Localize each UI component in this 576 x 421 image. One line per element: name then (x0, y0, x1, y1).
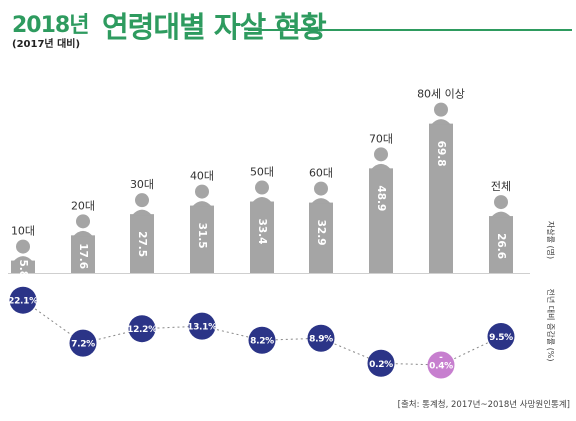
bar-head (314, 181, 328, 196)
change-value-label: 9.5% (489, 333, 513, 343)
bar (130, 214, 154, 273)
header: 2018년 (2017년 대비) 연령대별 자살 현황 (0, 0, 576, 60)
category-label: 60대 (309, 167, 333, 180)
bar-value-label: 48.9 (375, 185, 387, 211)
change-value-label: 7.2% (71, 340, 95, 350)
comparison-subtitle: (2017년 대비) (12, 39, 81, 50)
source-note: [출처: 통계청, 2017년~2018년 사망원인통계] (397, 400, 570, 410)
bar-value-label: 26.6 (495, 233, 507, 259)
change-value-label: 8.2% (250, 337, 274, 347)
category-label: 전체 (491, 180, 511, 193)
bar-head (16, 239, 30, 254)
bar-shoulders (252, 197, 272, 203)
bar-shoulders (431, 119, 451, 125)
bar-shoulders (73, 230, 93, 237)
change-point (248, 326, 276, 354)
bar-value-label: 17.6 (77, 243, 89, 269)
change-axis-label: 전년 대비 증감률 (%) (546, 289, 556, 362)
bar-shoulders (192, 201, 212, 207)
change-value-label: 0.4% (429, 362, 453, 372)
bar-shoulders (491, 211, 511, 218)
main-title: 연령대별 자살 현황 (102, 10, 327, 44)
change-point (307, 324, 335, 352)
change-point (487, 322, 515, 350)
bar-shoulders (311, 198, 331, 204)
bar (429, 123, 453, 274)
category-label: 20대 (71, 199, 95, 212)
bar (369, 168, 393, 273)
bar-shoulders (13, 256, 33, 262)
bar-head (76, 214, 90, 229)
category-label: 40대 (190, 170, 214, 183)
change-point (69, 329, 97, 357)
bar-value-label: 32.9 (315, 220, 327, 246)
category-label: 50대 (250, 166, 274, 179)
change-point (427, 351, 455, 379)
change-point (188, 312, 216, 340)
change-point (367, 349, 395, 377)
category-label: 80세 이상 (417, 88, 465, 101)
bar (309, 202, 333, 273)
bar-shoulders (132, 209, 152, 216)
bar-value-label: 27.5 (136, 231, 148, 257)
category-label: 70대 (369, 132, 393, 145)
title-rule (248, 29, 572, 31)
bar-value-label: 5.8 (17, 259, 29, 278)
bar (489, 216, 513, 273)
category-label: 30대 (130, 178, 154, 191)
bar-shoulders (371, 163, 391, 170)
bar-head (255, 180, 269, 195)
bar (250, 201, 274, 273)
bar-value-label: 69.8 (435, 141, 447, 167)
bar-head (135, 193, 149, 208)
bar (71, 235, 95, 273)
change-value-label: 13.1% (187, 323, 217, 333)
category-label: 10대 (11, 225, 35, 238)
change-point (128, 315, 156, 343)
bar-head (494, 195, 508, 210)
bar-head (374, 147, 388, 162)
bar (190, 205, 214, 273)
year-title: 2018년 (12, 13, 89, 38)
bar-value-label: 31.5 (196, 223, 208, 249)
rate-axis-label: 자살률 (명) (546, 221, 556, 259)
change-value-label: 12.2% (127, 325, 157, 335)
change-value-label: 22.1% (8, 297, 38, 307)
change-value-label: 8.9% (309, 335, 333, 345)
bar-value-label: 33.4 (256, 219, 268, 245)
negative-marker: - (439, 353, 443, 363)
bar-head (195, 184, 209, 199)
change-point (9, 286, 37, 314)
bar (11, 260, 35, 273)
bar-head (434, 102, 448, 117)
change-value-label: 0.2% (369, 360, 393, 370)
